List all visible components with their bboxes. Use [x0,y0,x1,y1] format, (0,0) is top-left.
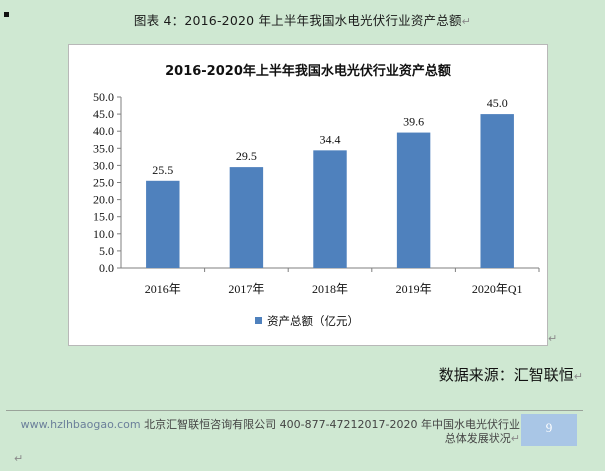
x-tick-label: 2017年 [228,282,264,296]
footer-divider [6,410,583,411]
y-tick-label: 40.0 [93,124,114,138]
legend-swatch [255,317,262,324]
paragraph-mark-icon: ↵ [573,370,583,383]
footer-subtitle: 总体发展状况 [444,432,511,445]
footer-line-1: www.hzlhbaogao.com 北京汇智联恒咨询有限公司 400-877-… [10,418,520,432]
y-tick-label: 25.0 [93,176,114,190]
data-source: 数据来源：汇智联恒↵ [439,364,583,385]
source-text: 数据来源：汇智联恒 [438,366,574,384]
y-tick-label: 20.0 [93,193,114,207]
data-label: 39.6 [403,115,424,129]
legend-label: 资产总额（亿元） [267,314,359,328]
list-bullet [4,12,9,17]
chart-bars: 25.5 29.5 34.4 39.6 45.0 [146,96,514,268]
paragraph-mark-icon: ↵ [548,332,558,345]
y-tick-label: 35.0 [93,141,114,155]
data-label: 45.0 [487,96,508,110]
x-tick-label: 2020年Q1 [472,282,523,296]
bar [396,132,431,268]
chart-axes: 0.0 5.0 10.0 15.0 20.0 25.0 30.0 35.0 40.0 45.0 50… [93,90,540,296]
y-tick-label: 50.0 [93,90,114,104]
data-label: 25.5 [152,163,173,177]
footer-line-2: 总体发展状况↵ [10,432,520,446]
paragraph-mark-icon: ↵ [510,432,520,445]
data-label: 29.5 [236,149,257,163]
y-tick-label: 15.0 [93,210,114,224]
bar [480,114,514,268]
y-tick-label: 30.0 [93,158,114,172]
paragraph-mark-icon: ↵ [461,15,472,28]
footer-url-link[interactable]: www.hzlhbaogao.com [20,418,141,431]
caption-text: 图表 4：2016-2020 年上半年我国水电光伏行业资产总额 [133,13,462,28]
chart-container: 2016-2020年上半年我国水电光伏行业资产总额 0.0 5.0 10.0 15.0… [68,44,548,346]
paragraph-mark-icon: ↵ [14,452,24,465]
y-tick-label: 0.0 [99,261,114,275]
y-tick-label: 10.0 [93,227,114,241]
footer-company: 北京汇智联恒咨询有限公司 400-877-47212017-2020 年中国水电… [140,418,520,431]
page-number-box: 9 [521,414,577,446]
bar [229,167,264,268]
bar [146,180,180,268]
x-tick-label: 2018年 [312,282,348,296]
x-tick-label: 2019年 [396,282,432,296]
y-tick-label: 45.0 [93,107,114,121]
y-tick-label: 5.0 [99,244,114,258]
data-label: 34.4 [320,132,341,146]
chart-title: 2016-2020年上半年我国水电光伏行业资产总额 [165,63,451,79]
bar-chart: 2016-2020年上半年我国水电光伏行业资产总额 0.0 5.0 10.0 15.0… [93,63,540,328]
chart-legend: 资产总额（亿元） [255,314,359,328]
figure-caption: 图表 4：2016-2020 年上半年我国水电光伏行业资产总额↵ [0,10,605,29]
page-number: 9 [545,420,553,435]
page-footer: www.hzlhbaogao.com 北京汇智联恒咨询有限公司 400-877-… [10,418,520,446]
bar [313,150,347,268]
x-tick-label: 2016年 [145,282,181,296]
